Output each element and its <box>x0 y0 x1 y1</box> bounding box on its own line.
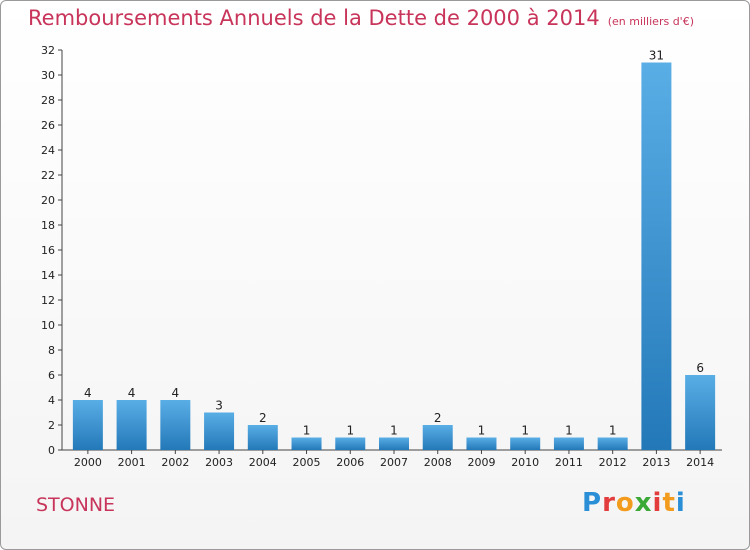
chart-title-text: Remboursements Annuels de la Dette de 20… <box>28 6 600 30</box>
y-tick-label: 6 <box>48 369 55 382</box>
y-tick-label: 28 <box>41 94 55 107</box>
bar <box>291 437 322 450</box>
logo-letter: P <box>582 488 603 518</box>
bar <box>379 437 409 450</box>
x-tick-label: 2000 <box>74 456 102 469</box>
y-tick-label: 22 <box>41 169 55 182</box>
bar-value-label: 1 <box>390 424 398 438</box>
bar <box>247 425 278 450</box>
y-tick-label: 14 <box>41 269 55 282</box>
bar <box>685 375 716 450</box>
bar <box>116 400 147 450</box>
bar <box>597 437 628 450</box>
x-tick-label: 2006 <box>336 456 364 469</box>
y-tick-label: 20 <box>41 194 55 207</box>
y-tick-label: 32 <box>41 44 55 57</box>
logo-letter: i <box>652 488 663 518</box>
bar-value-label: 4 <box>172 386 180 400</box>
bar-value-label: 3 <box>215 399 223 413</box>
y-tick-label: 4 <box>48 394 55 407</box>
logo-letter: x <box>634 488 653 518</box>
x-tick-label: 2011 <box>555 456 583 469</box>
y-tick-label: 0 <box>48 444 55 457</box>
bar-value-label: 1 <box>565 424 573 438</box>
logo-letter: i <box>675 488 686 518</box>
bar <box>335 437 366 450</box>
bar <box>204 412 235 450</box>
chart-unit: (en milliers d'€) <box>607 15 694 28</box>
bar <box>466 437 497 450</box>
y-tick-label: 16 <box>41 244 55 257</box>
bar <box>422 425 453 450</box>
bar-value-label: 2 <box>259 411 267 425</box>
commune-name: STONNE <box>36 494 116 516</box>
x-tick-label: 2005 <box>293 456 321 469</box>
x-tick-label: 2010 <box>511 456 539 469</box>
y-tick-label: 26 <box>41 119 55 132</box>
y-tick-label: 30 <box>41 69 55 82</box>
bar <box>510 437 541 450</box>
y-tick-label: 12 <box>41 294 55 307</box>
bar-value-label: 4 <box>84 386 92 400</box>
x-tick-label: 2003 <box>205 456 233 469</box>
y-tick-label: 10 <box>41 319 55 332</box>
x-tick-label: 2001 <box>118 456 146 469</box>
x-tick-label: 2008 <box>424 456 452 469</box>
bar <box>553 437 584 450</box>
x-tick-label: 2007 <box>380 456 408 469</box>
y-tick-label: 24 <box>41 144 55 157</box>
bar-value-label: 4 <box>128 386 136 400</box>
bar-value-label: 1 <box>346 424 354 438</box>
chart-title: Remboursements Annuels de la Dette de 20… <box>28 6 694 30</box>
x-tick-label: 2013 <box>642 456 670 469</box>
y-tick-label: 18 <box>41 219 55 232</box>
x-tick-label: 2014 <box>686 456 714 469</box>
bar <box>160 400 191 450</box>
logo-letter: o <box>615 488 635 518</box>
bar-value-label: 1 <box>303 424 311 438</box>
bar-value-label: 31 <box>649 49 664 63</box>
x-tick-label: 2004 <box>249 456 277 469</box>
bar <box>641 62 672 450</box>
y-tick-label: 2 <box>48 419 55 432</box>
bar-value-label: 1 <box>521 424 529 438</box>
proxiti-logo: Proxiti <box>582 488 686 518</box>
bar-value-label: 2 <box>434 411 442 425</box>
bar-value-label: 6 <box>696 361 704 375</box>
y-tick-label: 8 <box>48 344 55 357</box>
x-tick-label: 2002 <box>161 456 189 469</box>
x-tick-label: 2009 <box>467 456 495 469</box>
bar-value-label: 1 <box>478 424 486 438</box>
bar <box>72 400 103 450</box>
logo-letter: r <box>602 488 616 518</box>
logo-letter: t <box>662 488 676 518</box>
bar-value-label: 1 <box>609 424 617 438</box>
x-tick-label: 2012 <box>599 456 627 469</box>
